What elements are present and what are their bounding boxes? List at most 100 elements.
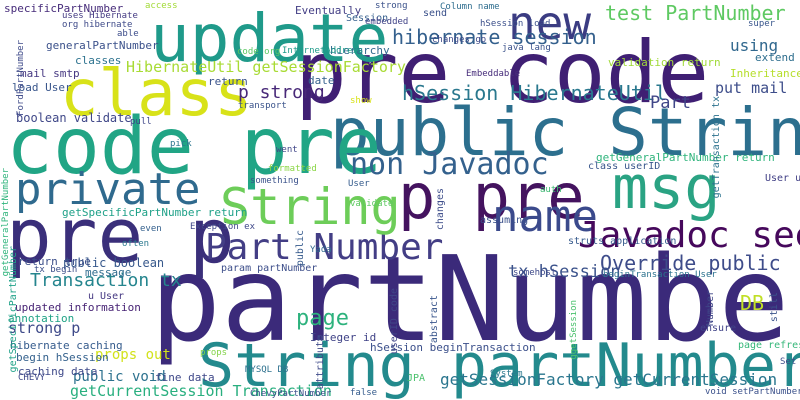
word: param partNumber <box>221 263 318 274</box>
word: pre p <box>6 191 235 280</box>
word: went <box>276 145 298 155</box>
word: uses Hibernate <box>62 11 138 21</box>
word: p strong <box>238 82 325 103</box>
word: tx begin <box>34 265 78 275</box>
word: code org <box>237 47 281 57</box>
word: Set <box>780 357 797 367</box>
word: FordPartNumber <box>16 40 26 116</box>
word: public void <box>73 369 166 385</box>
word: often <box>122 239 150 249</box>
word: annotation <box>8 312 75 325</box>
word: send <box>423 8 448 19</box>
word: hibernate session <box>392 25 597 49</box>
word: test PartNumber <box>605 1 786 25</box>
word: Inheritance <box>730 67 800 80</box>
word: partNumber <box>150 230 800 368</box>
word: new <box>508 0 592 50</box>
word: Exception ex <box>190 222 256 232</box>
word: load User <box>12 81 72 94</box>
word: ggetSession <box>569 300 579 360</box>
word: message <box>85 266 132 279</box>
word: u User <box>88 291 125 302</box>
word: User u <box>765 173 800 184</box>
word: String <box>220 178 401 236</box>
word: pre code <box>295 23 710 123</box>
word: MYSQL DB <box>245 365 289 375</box>
word: extend <box>755 51 795 64</box>
word: auth <box>540 185 562 195</box>
word: String partNumber <box>198 331 800 400</box>
word: strong <box>375 1 408 11</box>
word: Part Number <box>205 227 444 268</box>
word: changes <box>435 188 446 231</box>
word: hierarchy <box>330 44 390 57</box>
word: changes go <box>432 35 487 45</box>
word: private <box>15 164 201 215</box>
word: date <box>308 74 335 87</box>
word: userID code <box>389 288 400 355</box>
word: return <box>208 75 248 88</box>
word: getSessionFactory getCurrentSession <box>440 370 778 389</box>
word: page refreshes <box>738 340 800 351</box>
word: mail smtp <box>20 67 80 80</box>
word: struts application <box>568 236 677 247</box>
word: getSpecificPartNumber <box>8 246 19 373</box>
word: Part <box>650 93 691 113</box>
word: assuming <box>480 215 529 226</box>
word: public boolean <box>63 256 165 270</box>
word: java lang <box>502 43 551 53</box>
word: getCurrentSession Transaction <box>70 382 332 400</box>
word: pull <box>130 117 152 127</box>
word: name <box>492 191 598 242</box>
word: DB <box>740 291 765 315</box>
word: specificPartNumber <box>4 2 124 15</box>
word: fine data <box>155 371 215 384</box>
word: even <box>140 224 162 234</box>
word: false <box>350 388 378 398</box>
word: hSession HibernateUtil <box>402 81 667 105</box>
word: CHEVY <box>18 373 46 383</box>
word: InternetAddress <box>282 46 364 56</box>
word: org hibernate <box>62 20 133 30</box>
word: public <box>295 230 306 267</box>
word: hibernate caching <box>10 339 123 352</box>
word: public String <box>330 94 800 171</box>
word: getTransaction tx <box>711 96 722 199</box>
word: code pre <box>6 102 382 192</box>
word: transport <box>238 101 287 111</box>
word: Session <box>346 13 389 24</box>
word: still <box>769 292 780 323</box>
word: hSession load <box>480 19 551 29</box>
word: getSpecificPartNumber return <box>62 206 248 219</box>
word: non Javadoc <box>350 147 549 182</box>
word: User <box>348 179 370 189</box>
word: Yada <box>310 245 332 255</box>
word: JPA <box>407 373 426 384</box>
word: super <box>748 19 776 29</box>
word: formatted <box>268 164 317 174</box>
word: abstract <box>429 295 440 344</box>
word: boolean validate <box>16 111 132 125</box>
word: using <box>730 36 779 55</box>
word: Number <box>705 290 716 327</box>
word: show <box>350 96 372 106</box>
word: Transaction tx <box>30 270 182 291</box>
word: updated information <box>15 301 141 314</box>
word: ChevyPartNumber <box>250 389 332 399</box>
word: somehost <box>513 268 557 278</box>
word: HibernateUtil getSessionFactory <box>126 58 406 76</box>
word: props out <box>95 347 171 363</box>
word: access <box>145 1 178 11</box>
word: class <box>60 57 253 131</box>
word: validate <box>350 199 394 209</box>
word: Column name <box>440 2 500 12</box>
word: something <box>250 176 299 186</box>
word: embedded <box>365 17 409 27</box>
word: update <box>150 0 389 77</box>
word: msg <box>612 153 721 223</box>
word: generalPartNumber <box>46 39 159 52</box>
word: strong p <box>8 319 81 337</box>
word: classes <box>75 54 122 67</box>
word: Override public <box>600 251 781 275</box>
